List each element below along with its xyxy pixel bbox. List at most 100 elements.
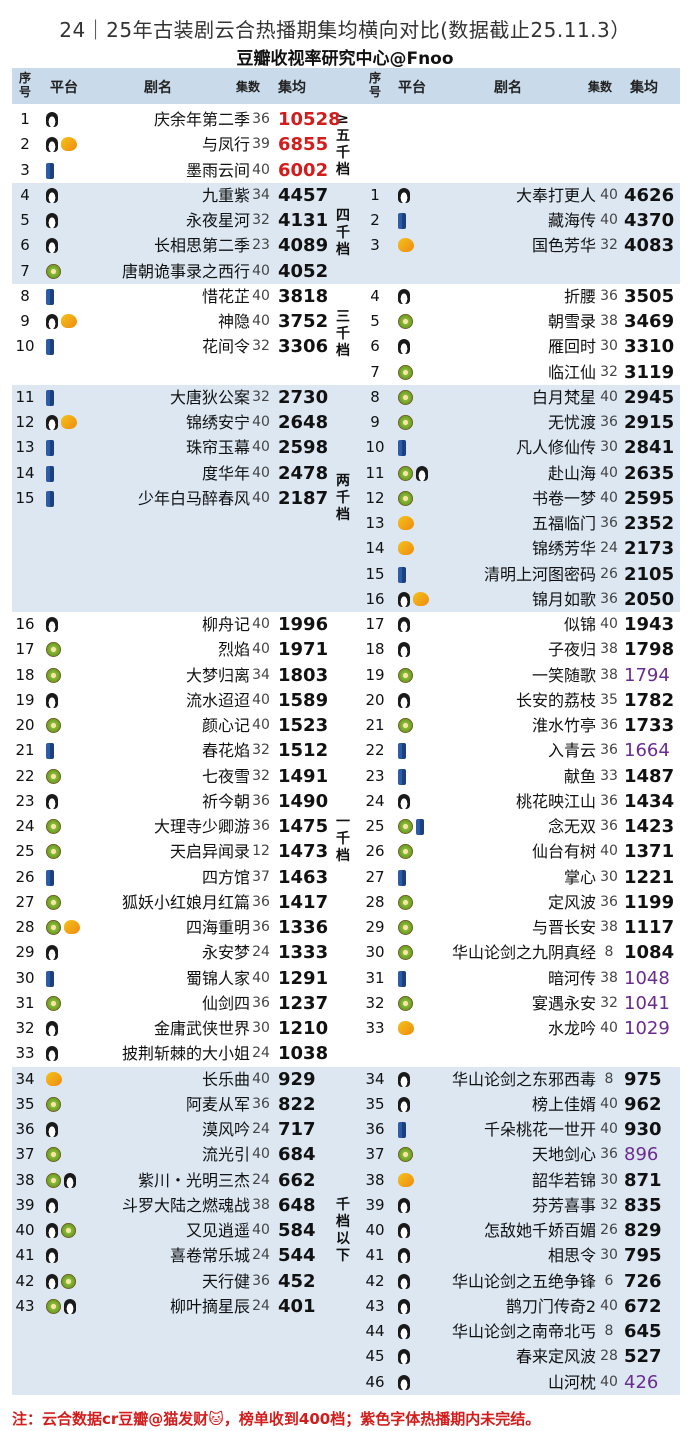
- header-episodes: 集数: [588, 80, 613, 94]
- mango-icon: [398, 238, 414, 253]
- platform-icons: [398, 490, 413, 506]
- episode-count: 24: [252, 1297, 270, 1314]
- table-row: 29 与晋长安 38 1117: [356, 915, 680, 940]
- penguin-icon: [46, 945, 58, 961]
- average-rating: 1423: [624, 816, 675, 837]
- table-header-right: 序号 平台 剧名 集数 集均: [356, 68, 680, 104]
- drama-name: 金庸武侠世界: [153, 1019, 250, 1038]
- drama-name: 水龙吟: [547, 1019, 596, 1038]
- drama-name: 永夜星河: [185, 211, 250, 230]
- table-row: 37 天地剑心 36 896: [356, 1142, 680, 1167]
- drama-name: 韶华若锦: [531, 1170, 596, 1190]
- episode-count: 40: [252, 161, 270, 178]
- platform-icons: [398, 793, 410, 809]
- episode-count: 8: [604, 1323, 614, 1339]
- episode-count: 32: [252, 212, 270, 228]
- table-row: 9 无忧渡 36 2915: [356, 410, 680, 435]
- platform-icons: [398, 465, 428, 481]
- platform-icons: [398, 415, 413, 430]
- table-row: 24 大理寺少卿游 36 1475: [12, 814, 330, 839]
- drama-name: 庆余年第二季: [153, 110, 250, 129]
- row-number: 30: [365, 943, 385, 962]
- table-row: 22 七夜雪 32 1491: [12, 764, 330, 789]
- table-row: 42 天行健 36 452: [12, 1269, 330, 1294]
- table-row: 34 长乐曲 40 929: [12, 1067, 330, 1092]
- page-subtitle: 豆瓣收视率研究中心@Fnoo: [236, 49, 454, 69]
- row-number: 37: [365, 1145, 385, 1164]
- drama-name: 大梦归离: [185, 665, 250, 685]
- episode-count: 35: [600, 691, 618, 708]
- table-row: 8 白月梵星 40 2945: [356, 385, 680, 410]
- platform-icons: [46, 1197, 58, 1213]
- average-rating: 3469: [624, 311, 675, 332]
- drama-name: 四方馆: [201, 867, 250, 887]
- drama-name: 天行健: [201, 1271, 250, 1291]
- drama-name: 又见逍遥: [185, 1221, 250, 1240]
- table-row: 42 华山论剑之五绝争锋 6 726: [356, 1269, 680, 1294]
- episode-count: 30: [600, 439, 618, 456]
- table-row: 4 九重紫 34 4457: [12, 183, 330, 208]
- kiwi-icon: [46, 642, 61, 658]
- drama-name: 仙台有树: [531, 842, 596, 862]
- average-rating: 2105: [624, 563, 675, 585]
- drama-name: 珠帘玉幕: [185, 438, 250, 458]
- table-row: 43 柳叶摘星辰 24 401: [12, 1294, 330, 1319]
- platform-icons: [398, 389, 413, 405]
- episode-count: 38: [600, 666, 618, 683]
- penguin-icon: [46, 793, 58, 809]
- row-number: 43: [15, 1296, 35, 1315]
- platform-icons: [398, 768, 406, 785]
- row-number: 40: [15, 1221, 35, 1239]
- average-rating: 672: [624, 1295, 662, 1317]
- episode-count: 24: [252, 1121, 270, 1137]
- jeans-icon: [46, 339, 54, 356]
- drama-name: 相思令: [547, 1246, 596, 1266]
- tier-label: 千 档 以 下: [336, 1196, 350, 1264]
- drama-name: 凡人修仙传: [515, 438, 596, 458]
- drama-name: 流光引: [201, 1145, 250, 1165]
- drama-name: 五福临门: [531, 514, 596, 533]
- table-row: 7 唐朝诡事录之西行 40 4052: [12, 259, 330, 284]
- average-rating: 1199: [624, 891, 675, 913]
- episode-count: 32: [600, 1196, 618, 1213]
- table-row: 7 临江仙 32 3119: [356, 360, 680, 385]
- penguin-icon: [416, 465, 428, 481]
- average-rating: 1463: [278, 866, 329, 888]
- average-rating: 1221: [624, 866, 675, 888]
- episode-count: 38: [252, 1196, 270, 1213]
- kiwi-icon: [398, 314, 413, 329]
- episode-count: 40: [252, 1070, 270, 1087]
- table-row: 36 漠风吟 24 717: [12, 1117, 330, 1142]
- drama-name: 大奉打更人: [515, 185, 596, 205]
- kiwi-icon: [46, 1096, 61, 1112]
- penguin-icon: [46, 1248, 58, 1264]
- kiwi-icon: [398, 920, 413, 935]
- table-row: 39 芬芳喜事 32 835: [356, 1193, 680, 1218]
- table-row: 3 国色芳华 32 4083: [356, 233, 680, 258]
- episode-count: 32: [252, 767, 270, 784]
- average-rating: 1943: [624, 614, 675, 635]
- header-name: 剧名: [494, 80, 522, 96]
- drama-name: 华山论剑之南帝北丐: [451, 1322, 596, 1341]
- row-number: 23: [365, 766, 385, 785]
- row-number: 28: [365, 892, 385, 911]
- average-rating: 2352: [624, 513, 675, 534]
- platform-icons: [46, 1298, 76, 1314]
- drama-name: 似锦: [563, 615, 596, 634]
- platform-icons: [398, 894, 413, 910]
- average-rating: 648: [278, 1194, 316, 1216]
- episode-count: 32: [252, 742, 270, 759]
- row-number: 10: [365, 438, 385, 457]
- episode-count: 40: [252, 616, 270, 632]
- episode-count: 40: [252, 691, 270, 708]
- row-number: 15: [15, 488, 35, 507]
- drama-name: 少年白马醉春风: [137, 488, 250, 508]
- row-number: 34: [365, 1069, 385, 1088]
- average-rating: 835: [624, 1194, 662, 1216]
- episode-count: 40: [600, 212, 618, 228]
- penguin-icon: [46, 112, 58, 127]
- penguin-icon: [398, 1324, 410, 1339]
- row-number: 9: [370, 413, 380, 431]
- table-row: 37 流光引 40 684: [12, 1142, 330, 1167]
- episode-count: 30: [252, 1020, 270, 1036]
